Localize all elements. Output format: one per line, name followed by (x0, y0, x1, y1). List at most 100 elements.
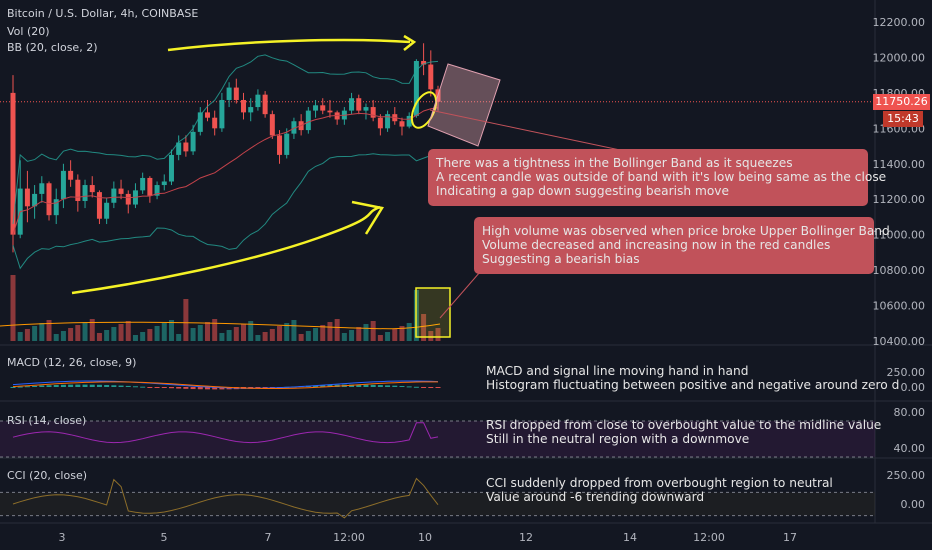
time-tick-label: 3 (59, 531, 66, 544)
candle-body (10, 92, 16, 235)
drawing-arrowhead-bottom (351, 200, 385, 235)
time-tick-label: 10 (418, 531, 432, 544)
volume-bar (370, 321, 376, 341)
volume-bar (277, 326, 283, 341)
macd-histogram-bar (96, 384, 102, 387)
candle-body (183, 142, 189, 152)
macd-pane-label[interactable]: MACD (12, 26, close, 9) (7, 356, 137, 369)
candle-body (219, 99, 225, 129)
macd-histogram-bar (413, 386, 419, 388)
bb-lower-band (12, 153, 439, 270)
macd-histogram-bar (53, 384, 59, 387)
rsi-pane-label[interactable]: RSI (14, close) (7, 414, 87, 427)
candle-body (82, 185, 88, 201)
candle-body (190, 131, 196, 152)
annotation-line: Volume decreased and increasing now in t… (482, 238, 831, 252)
macd-histogram-bar (24, 386, 30, 388)
macd-histogram-bar (421, 387, 427, 388)
volume-bar (147, 329, 153, 341)
time-tick-label: 7 (265, 531, 272, 544)
volume-bar (406, 323, 412, 341)
macd-histogram-bar (68, 384, 74, 387)
rsi-line (12, 422, 439, 444)
candle-body (284, 133, 290, 155)
annotation-line: A recent candle was outside of band with… (436, 170, 887, 184)
volume-bar (17, 332, 23, 341)
volume-bar (349, 330, 355, 341)
macd-histogram-bar (104, 385, 110, 387)
chart-title: Bitcoin / U.S. Dollar, 4h, COINBASE (7, 7, 199, 20)
macd-histogram-bar (262, 387, 268, 389)
candle-body (406, 115, 412, 127)
time-tick-label: 12:00 (333, 531, 365, 544)
macd-histogram-bar (219, 387, 225, 390)
vol-indicator-label[interactable]: Vol (20) (7, 25, 50, 38)
price-tick-label: 10400.00 (873, 335, 926, 348)
candle-body (385, 114, 391, 129)
macd-histogram-bar (32, 385, 38, 387)
volume-bar (197, 325, 203, 341)
volume-bar (176, 334, 182, 341)
volume-bar (428, 331, 434, 341)
macd-signal-line (12, 381, 438, 389)
volume-bar (356, 327, 362, 341)
volume-bar (320, 325, 326, 341)
time-tick-label: 17 (783, 531, 797, 544)
macd-histogram-bar (17, 386, 23, 388)
macd-histogram-bar (190, 387, 196, 390)
annotation-line: There was a tightness in the Bollinger B… (436, 156, 793, 170)
candle-body (363, 107, 369, 111)
macd-tick-label: 250.00 (887, 366, 926, 379)
candle-body (291, 121, 297, 134)
macd-histogram-bar (183, 387, 189, 389)
cci-pane-label[interactable]: CCI (20, close) (7, 469, 88, 482)
macd-histogram-bar (140, 386, 146, 388)
volume-bar (399, 326, 405, 341)
volume-bar (132, 335, 138, 341)
candle-body (39, 183, 45, 194)
candle-body (154, 185, 160, 196)
volume-bar (168, 320, 174, 341)
projection-box (427, 63, 501, 147)
macd-histogram-bar (385, 385, 391, 387)
rsi-tick-label: 40.00 (894, 442, 926, 455)
macd-annotation: MACD and signal line moving hand in hand… (486, 364, 899, 392)
annotation-line: Indicating a gap down suggesting bearish… (436, 184, 730, 198)
macd-histogram-bar (46, 385, 52, 387)
volume-bar (53, 334, 59, 341)
candle-body (399, 121, 405, 127)
candle-body (327, 110, 333, 113)
macd-histogram-bar (313, 385, 319, 387)
volume-annotation-box (474, 217, 874, 274)
macd-histogram-bar (176, 387, 182, 389)
macd-histogram-bar (363, 384, 369, 387)
time-tick-label: 5 (161, 531, 168, 544)
candle-body (226, 87, 232, 100)
volume-bar (392, 329, 398, 341)
macd-histogram-bar (118, 385, 124, 387)
macd-histogram-bar (89, 384, 95, 387)
candle-body (204, 112, 210, 118)
volume-bar (75, 325, 81, 341)
annotation-line: MACD and signal line moving hand in hand (486, 364, 749, 378)
volume-bar (313, 328, 319, 341)
volume-bar (183, 299, 189, 341)
volume-bar (212, 319, 218, 341)
cci-tick-label: 250.00 (887, 469, 926, 482)
annotation-line: CCI suddenly dropped from overbought reg… (486, 476, 833, 490)
price-tick-label: 12000.00 (873, 51, 926, 64)
volume-bar (226, 330, 232, 341)
bollinger-annotation: There was a tightness in the Bollinger B… (436, 156, 886, 198)
price-tick-label: 11400.00 (873, 158, 926, 171)
macd-histogram-bar (435, 387, 441, 388)
candle-body (305, 110, 311, 131)
macd-histogram-bar (147, 387, 153, 388)
macd-histogram-bar (204, 387, 210, 390)
bb-basis-line (12, 107, 439, 235)
volume-bar (363, 324, 369, 341)
volume-bar (421, 314, 427, 341)
bb-indicator-label[interactable]: BB (20, close, 2) (7, 41, 98, 54)
volume-bar (10, 275, 16, 341)
